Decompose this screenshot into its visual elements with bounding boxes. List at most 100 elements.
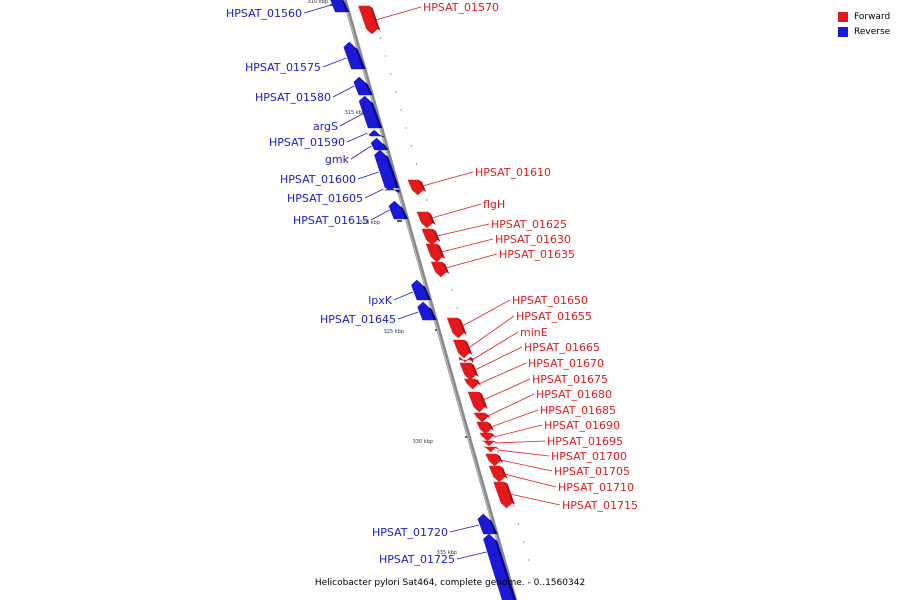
gene-arrow-hpsat_01685[interactable]	[476, 421, 492, 435]
reverse-swatch	[838, 26, 848, 37]
gene-arrow-hpsat_01625[interactable]	[421, 228, 438, 246]
label-leader-line	[431, 203, 482, 219]
gene-label-hpsat_01690[interactable]: HPSAT_01690	[544, 419, 620, 432]
gene-arrow-hpsat_01690[interactable]	[479, 432, 494, 442]
tick-label: 310 kbp	[308, 0, 328, 5]
gene-arrow-shade	[428, 212, 436, 225]
minor-tick-dot	[390, 73, 392, 75]
gene-arrow-shade	[364, 82, 373, 95]
gene-label-hpsat_01670[interactable]: HPSAT_01670	[528, 357, 604, 370]
gene-arrow-hpsat_01635[interactable]	[430, 261, 447, 278]
minor-tick-dot	[518, 523, 520, 525]
gene-label-hpsat_01590[interactable]: HPSAT_01590	[269, 136, 345, 149]
gene-arrow-hpsat_01630[interactable]	[425, 243, 443, 263]
gene-label-hpsat_01675[interactable]: HPSAT_01675	[532, 373, 608, 386]
gene-arrow-hpsat_01670[interactable]	[464, 378, 479, 390]
gene-arrow-hpsat_01575[interactable]	[343, 41, 363, 70]
gene-label-hpsat_01615[interactable]: HPSAT_01615	[293, 214, 369, 227]
gene-arrow-lpxk[interactable]	[411, 279, 429, 301]
gene-arrow-hpsat_01655[interactable]	[452, 339, 470, 359]
gene-arrow-mine[interactable]	[458, 356, 471, 363]
gene-arrow-hpsat_01645[interactable]	[417, 301, 435, 321]
gene-arrow-hpsat_01725[interactable]	[483, 533, 514, 600]
gene-label-flgh[interactable]: flgH	[483, 198, 505, 211]
gene-label-hpsat_01720[interactable]: HPSAT_01720	[372, 526, 448, 539]
gene-label-hpsat_01580[interactable]: HPSAT_01580	[255, 91, 331, 104]
label-leader-line	[478, 362, 527, 385]
gene-label-hpsat_01680[interactable]: HPSAT_01680	[536, 388, 612, 401]
label-leader-line	[462, 299, 511, 327]
minor-tick-dot	[533, 577, 535, 579]
minor-tick-dot	[380, 37, 382, 39]
gene-arrow-shade	[458, 318, 467, 335]
gene-arrow-hpsat_01610[interactable]	[407, 179, 424, 196]
gene-arrow-shade	[418, 180, 427, 192]
gene-arrow-hpsat_01680[interactable]	[473, 412, 488, 423]
legend-label-reverse: Reverse	[854, 26, 891, 37]
gene-arrow-hpsat_01695[interactable]	[482, 440, 496, 447]
gene-label-hpsat_01700[interactable]: HPSAT_01700	[551, 450, 627, 463]
label-leader-line	[339, 113, 363, 127]
gene-label-gmk[interactable]: gmk	[325, 153, 350, 166]
gene-arrow-args[interactable]	[358, 95, 380, 129]
gene-label-hpsat_01645[interactable]: HPSAT_01645	[320, 313, 396, 326]
gene-arrow-hpsat_01580[interactable]	[353, 76, 371, 96]
gene-arrow-shade	[399, 206, 409, 219]
gene-arrow-hpsat_01675[interactable]	[467, 391, 486, 413]
label-leader-line	[504, 473, 557, 488]
gene-labels: HPSAT_01560 HPSAT_01570 HPSAT_01575 HPSAT_0…	[226, 1, 638, 566]
gene-label-hpsat_01625[interactable]: HPSAT_01625	[491, 218, 567, 231]
label-leader-line	[303, 4, 332, 14]
minor-tick-dot	[395, 91, 397, 93]
forward-swatch	[838, 11, 848, 22]
gene-label-hpsat_01665[interactable]: HPSAT_01665	[524, 341, 600, 354]
gene-label-hpsat_01725[interactable]: HPSAT_01725	[379, 553, 455, 566]
gene-arrow-flgh[interactable]	[416, 211, 433, 229]
gene-arrow-shade	[479, 392, 488, 409]
gene-track	[330, 0, 517, 600]
gene-label-hpsat_01560[interactable]: HPSAT_01560	[226, 7, 302, 20]
minor-tick-dot	[497, 451, 499, 453]
gene-arrow-hpsat_01700[interactable]	[483, 446, 497, 453]
gene-label-args[interactable]: argS	[313, 120, 338, 133]
label-leader-line	[474, 346, 523, 371]
gene-arrow-hpsat_01590[interactable]	[368, 129, 383, 137]
label-leader-line	[332, 85, 355, 98]
label-leader-line	[322, 57, 347, 68]
gene-label-hpsat_01635[interactable]: HPSAT_01635	[499, 248, 575, 261]
gene-label-mine[interactable]: minE	[520, 326, 548, 339]
gene-label-hpsat_01710[interactable]: HPSAT_01710	[558, 481, 634, 494]
gene-label-hpsat_01705[interactable]: HPSAT_01705	[554, 465, 630, 478]
gene-label-hpsat_01650[interactable]: HPSAT_01650	[512, 294, 588, 307]
minor-tick-dot	[385, 55, 387, 57]
gene-label-hpsat_01605[interactable]: HPSAT_01605	[287, 192, 363, 205]
gene-arrow-hpsat_01705[interactable]	[485, 453, 501, 467]
tick-label: 335 kbp	[437, 550, 457, 556]
gene-label-hpsat_01575[interactable]: HPSAT_01575	[245, 61, 321, 74]
gene-arrow-hpsat_01710[interactable]	[488, 465, 505, 483]
gene-arrow-hpsat_01650[interactable]	[446, 317, 465, 339]
label-leader-line	[456, 551, 487, 560]
gene-label-hpsat_01655[interactable]: HPSAT_01655	[516, 310, 592, 323]
gene-label-hpsat_01685[interactable]: HPSAT_01685	[540, 404, 616, 417]
gene-arrow-shade	[470, 363, 479, 377]
gene-label-hpsat_01610[interactable]: HPSAT_01610	[475, 166, 551, 179]
label-leader-line	[509, 493, 561, 506]
minor-tick-dot	[426, 199, 428, 201]
gene-label-lpxk[interactable]: lpxK	[368, 294, 393, 307]
gene-label-hpsat_01600[interactable]: HPSAT_01600	[280, 173, 356, 186]
gene-arrow-hpsat_01715[interactable]	[493, 481, 513, 509]
minor-tick-dot	[410, 145, 412, 147]
gene-label-hpsat_01570[interactable]: HPSAT_01570	[423, 1, 499, 14]
gene-arrow-hpsat_01605[interactable]	[384, 185, 398, 192]
gene-label-hpsat_01715[interactable]: HPSAT_01715	[562, 499, 638, 512]
gene-arrow-hpsat_01570[interactable]	[358, 5, 378, 35]
minor-tick-dot	[492, 433, 494, 435]
gene-arrow-hpsat_01615[interactable]	[388, 200, 406, 220]
gene-label-hpsat_01630[interactable]: HPSAT_01630	[495, 233, 571, 246]
gene-label-hpsat_01695[interactable]: HPSAT_01695	[547, 435, 623, 448]
label-leader-line	[370, 209, 390, 221]
gene-arrow-shade	[496, 454, 504, 463]
gene-arrow-hpsat_01560[interactable]	[330, 0, 347, 13]
gene-arrow-hpsat_01665[interactable]	[459, 362, 477, 381]
